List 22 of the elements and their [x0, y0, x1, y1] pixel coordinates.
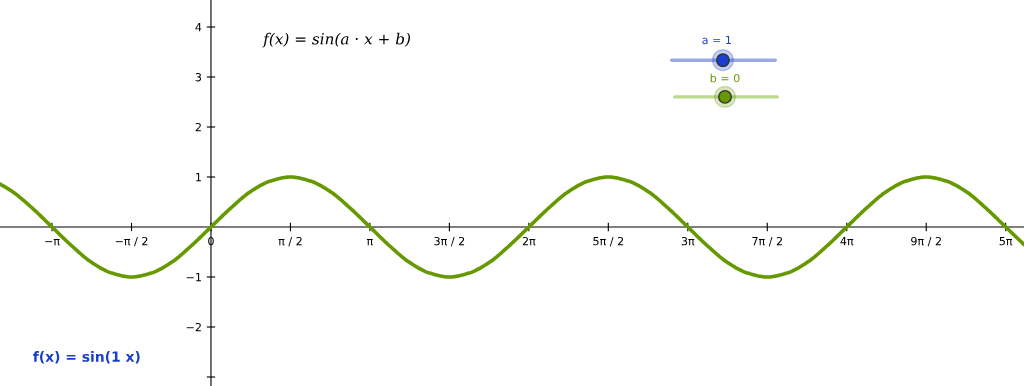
x-tick-label: 4π — [840, 237, 854, 246]
x-tick-label: 5π — [999, 237, 1013, 246]
x-tick-label: π — [366, 239, 373, 246]
x-tick-label: 3π — [681, 236, 695, 246]
y-tick-label: 4 — [195, 23, 202, 32]
annotation: f(x) = sin(1 x) — [33, 351, 140, 364]
x-tick-label: 3π / 2 — [434, 236, 465, 247]
x-tick-label: 7π / 2 — [752, 236, 782, 247]
x-tick-label: 9π / 2 — [911, 236, 941, 247]
x-tick-label: 5π / 2 — [593, 236, 624, 247]
annotation: b = 0 — [710, 73, 740, 83]
y-tick-label: −1 — [186, 273, 201, 282]
annotation: f(x) = sin(a · x + b) — [262, 32, 410, 48]
y-tick-label: 3 — [195, 72, 202, 82]
x-tick-label: −π — [45, 239, 60, 246]
x-tick-label: π / 2 — [278, 236, 302, 247]
y-tick-label: 1 — [196, 173, 201, 182]
x-tick-label: −π / 2 — [115, 236, 148, 247]
y-tick-label: −2 — [186, 322, 201, 332]
y-tick-label: 2 — [195, 122, 201, 132]
annotation: a = 1 — [702, 35, 731, 45]
x-tick-label: 2π — [522, 236, 536, 246]
